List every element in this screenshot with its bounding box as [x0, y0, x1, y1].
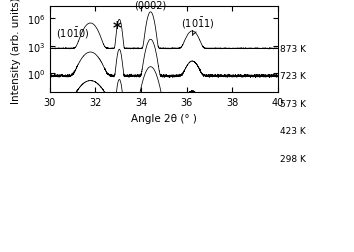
Y-axis label: Intensity (arb. units): Intensity (arb. units)	[11, 0, 21, 103]
Text: 298 K: 298 K	[280, 154, 306, 163]
Text: (10$\bar{1}$1): (10$\bar{1}$1)	[181, 16, 215, 36]
Text: 873 K: 873 K	[280, 45, 306, 54]
X-axis label: Angle 2θ (° ): Angle 2θ (° )	[131, 113, 197, 123]
Text: (0002): (0002)	[135, 1, 167, 11]
Text: 723 K: 723 K	[280, 72, 306, 81]
Text: 573 K: 573 K	[280, 100, 306, 109]
Text: *: *	[113, 20, 121, 38]
Text: (10$\bar{1}$0): (10$\bar{1}$0)	[56, 25, 89, 41]
Text: 423 K: 423 K	[280, 127, 306, 135]
